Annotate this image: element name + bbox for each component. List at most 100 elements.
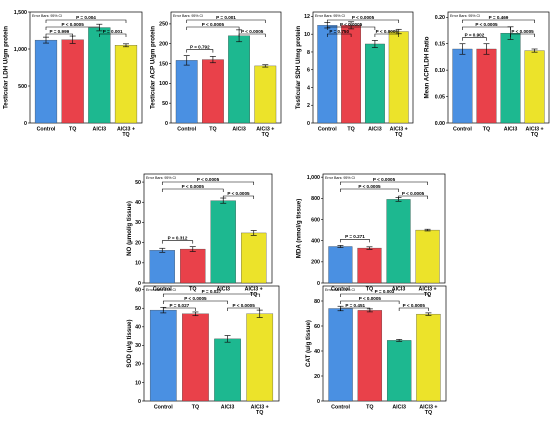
plot-frame	[322, 173, 446, 284]
error-bar-note: Error Bars: 95% CI	[325, 288, 355, 292]
y-tick-label: 10	[304, 32, 310, 38]
p-value-label: P = 0.027	[169, 303, 189, 308]
x-tick-label: AlCl3	[392, 405, 406, 411]
x-tick-label-line: AlCl3	[504, 127, 518, 133]
x-tick-label-line: AlCl3	[216, 287, 230, 293]
bar	[452, 48, 473, 124]
p-value-label: P = 0.999	[49, 29, 69, 34]
y-tick-label: 0	[307, 121, 310, 127]
significance-bracket	[340, 239, 370, 243]
p-value-label: P < 0.0005	[184, 296, 207, 301]
bar	[149, 309, 177, 402]
x-tick-label-line: AlCl3 +	[256, 127, 274, 133]
x-tick-label-line: AlCl3	[232, 127, 246, 133]
significance-bracket	[45, 26, 100, 30]
bar	[180, 248, 206, 284]
x-tick-label: AlCl3 + TQ	[117, 127, 135, 139]
error-bar-note: Error Bars: 95% CI	[146, 176, 176, 180]
x-tick-label-line: Control	[331, 287, 350, 293]
p-value-label: P = 0.451	[345, 303, 365, 308]
p-value-label: P < 0.0005	[352, 15, 375, 20]
error-bar-note: Error Bars: 95% CI	[146, 288, 176, 292]
significance-bracket	[462, 19, 535, 23]
x-tick-label-line: TQ	[366, 287, 373, 293]
significance-bracket	[186, 26, 240, 30]
p-value-label: P = 0.792	[190, 44, 210, 49]
y-tick-label: 0.05	[435, 94, 445, 100]
p-value-label: P < 0.0005	[197, 177, 220, 182]
p-value-label: P = 0.271	[345, 234, 365, 239]
bar	[386, 340, 412, 402]
y-axis-label: Mean ACP/LDH Ratio	[424, 36, 431, 98]
significance-bracket	[398, 307, 429, 311]
y-tick-label: 100	[159, 81, 168, 87]
y-tick-label: 0.00	[435, 121, 445, 127]
y-axis-label: MDA (nmol/g tissue)	[296, 199, 303, 259]
bar	[246, 313, 274, 402]
x-tick-label: AlCl3	[232, 127, 246, 133]
bar	[386, 199, 411, 284]
x-tick-label: AlCl3	[93, 127, 107, 133]
x-tick-label-line: TQ	[424, 292, 431, 298]
bar	[175, 60, 198, 124]
significance-bracket	[326, 33, 352, 37]
bar	[364, 43, 385, 124]
significance-bracket	[340, 293, 429, 297]
y-tick-label: 6	[307, 68, 310, 74]
x-tick-label: AlCl3	[221, 405, 235, 411]
chart-panel-ratio: 0.00 0.05 0.10 0.15 0.20 Mean ACP/LDH Ratio Er…	[424, 11, 550, 139]
y-tick-label: 200	[159, 42, 168, 48]
p-value-label: P = 0.750	[329, 29, 349, 34]
significance-bracket	[238, 33, 266, 37]
bar	[241, 232, 267, 284]
p-value-label: P < 0.0005	[202, 22, 225, 27]
x-tick-label-line: TQ	[256, 410, 263, 416]
x-tick-label-line: AlCl3 +	[251, 405, 269, 411]
bar	[228, 35, 250, 124]
x-tick-label: Control	[153, 287, 172, 293]
bar	[88, 27, 111, 124]
y-tick-label: 2	[307, 103, 310, 109]
bar	[341, 25, 362, 124]
significance-bracket	[340, 188, 399, 192]
y-tick-label: 40	[135, 325, 141, 331]
y-tick-label: 30	[135, 343, 141, 349]
x-tick-label: AlCl3 + TQ	[251, 405, 269, 417]
y-tick-label: 50	[135, 180, 141, 186]
plot-frame	[29, 11, 143, 124]
y-tick-label: 0	[165, 121, 168, 127]
x-tick-label: Control	[177, 127, 196, 133]
p-value-label: P < 0.0005	[233, 303, 256, 308]
x-tick-label-line: AlCl3 +	[419, 405, 437, 411]
x-tick-label-line: TQ	[483, 127, 490, 133]
x-tick-label: TQ	[366, 405, 373, 411]
bar	[114, 45, 138, 124]
y-tick-label: 0.20	[435, 15, 445, 21]
x-tick-label-line: TQ	[69, 127, 76, 133]
x-tick-label-line: TQ	[209, 127, 216, 133]
significance-bracket	[222, 195, 255, 199]
y-tick-label: 30	[135, 220, 141, 226]
x-tick-label: AlCl3 + TQ	[526, 127, 544, 139]
error-bar-note: Error Bars: 95% CI	[325, 176, 355, 180]
x-tick-label-line: AlCl3	[368, 127, 382, 133]
x-tick-label-line: AlCl3	[392, 405, 406, 411]
y-tick-label: 1,000	[14, 47, 27, 53]
chart-panel-mda: 0 200 400 600 800 1,000 MDA (nmol/g tissue) Err…	[296, 173, 446, 298]
p-value-label: P = 0.001	[103, 29, 123, 34]
x-tick-label-line: AlCl3 +	[526, 127, 544, 133]
y-tick-label: 0.15	[435, 42, 445, 48]
y-tick-label: 0	[24, 121, 27, 127]
error-bar-note: Error Bars: 95% CI	[32, 14, 62, 18]
p-value-label: P < 0.0005	[373, 177, 396, 182]
p-value-label: P < 0.0005	[241, 29, 264, 34]
y-axis-label: CAT (u/g tissue)	[305, 320, 312, 367]
x-tick-label-line: Control	[318, 127, 337, 133]
x-tick-label: AlCl3 + TQ	[256, 127, 274, 139]
significance-bracket	[186, 49, 214, 53]
p-value-label: P = 0.312	[168, 235, 188, 240]
significance-bracket	[161, 181, 255, 185]
p-value-label: P = 0.001	[216, 15, 236, 20]
x-tick-label: AlCl3	[392, 287, 406, 293]
